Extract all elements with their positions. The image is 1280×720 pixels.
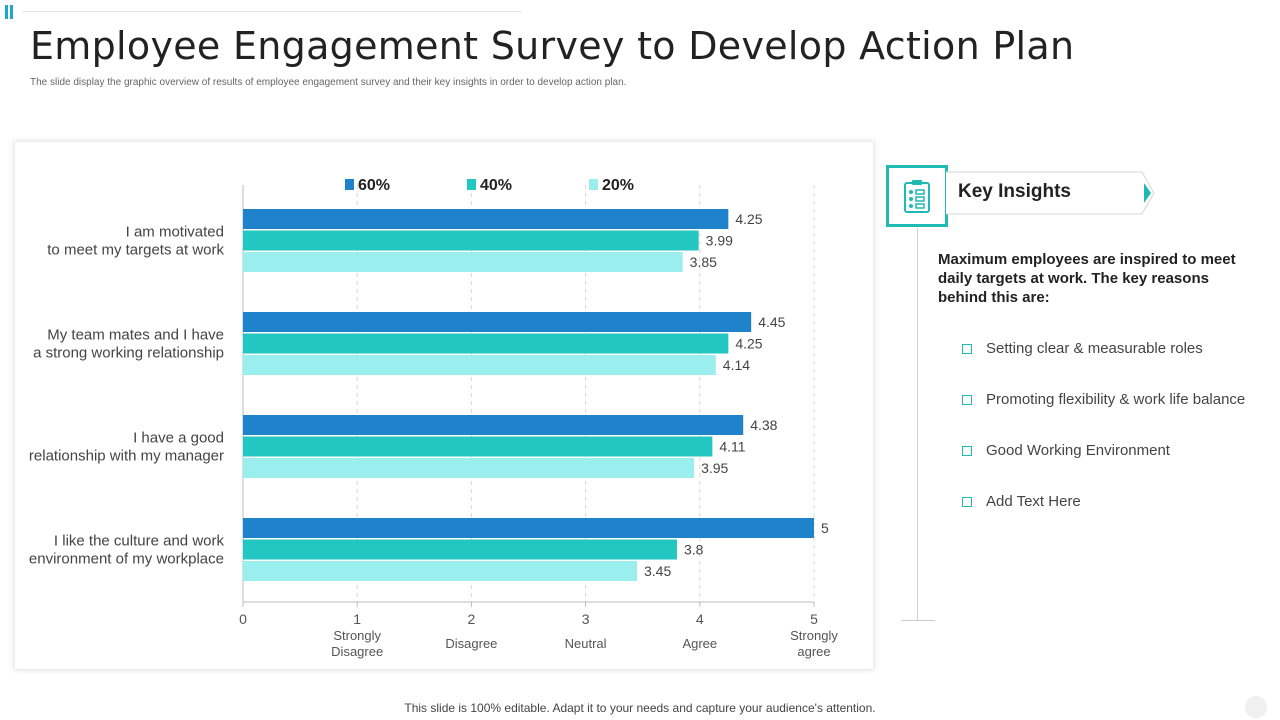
category-label: to meet my targets at work	[47, 242, 224, 259]
bar	[243, 415, 744, 435]
x-tick-caption: Strongly	[333, 628, 381, 643]
bar-value-label: 4.11	[719, 439, 745, 455]
bar-chart: 0 1StronglyDisagree2Disagree3Neutral4Agre…	[29, 177, 838, 659]
bar-value-label: 4.14	[723, 357, 750, 373]
insights-icon-box	[886, 165, 948, 227]
x-tick-caption: Agree	[682, 636, 717, 651]
insights-list: Setting clear & measurable roles Promoti…	[962, 340, 1245, 544]
bar-value-label: 4.38	[750, 417, 777, 433]
insights-intro: Maximum employees are inspired to meet d…	[938, 251, 1236, 306]
category-label: environment of my workplace	[29, 551, 224, 568]
x-tick-label: 3	[582, 611, 590, 627]
x-tick-label: 5	[810, 611, 818, 627]
x-tick-caption: Disagree	[331, 644, 383, 659]
legend-swatch	[345, 179, 354, 190]
insights-banner-arrow	[946, 171, 1155, 215]
list-item-label: Add Text Here	[986, 493, 1081, 510]
list-item-label: Promoting flexibility & work life balanc…	[986, 391, 1246, 408]
chart-card: 0 1 Strongly Disagree 2 Disagree 3 Neutral 4 Agre…	[14, 141, 874, 670]
bar	[243, 561, 637, 581]
corner-dot	[1245, 696, 1267, 718]
bar-value-label: 4.25	[735, 336, 762, 352]
bar-value-label: 3.99	[706, 233, 733, 249]
square-bullet-icon	[962, 446, 972, 456]
category-label: a strong working relationship	[33, 345, 224, 362]
bar	[243, 252, 683, 272]
legend-label: 20%	[602, 177, 634, 194]
bar-value-label: 4.45	[758, 314, 785, 330]
square-bullet-icon	[962, 395, 972, 405]
bar	[243, 355, 716, 375]
x-tick-caption: Neutral	[565, 636, 607, 651]
list-item: Promoting flexibility & work life balanc…	[962, 391, 1245, 442]
bar	[243, 436, 713, 457]
bar	[243, 333, 729, 354]
bar	[243, 539, 677, 560]
list-item: Setting clear & measurable roles	[962, 340, 1245, 391]
bar	[243, 518, 814, 538]
list-item-label: Setting clear & measurable roles	[986, 340, 1203, 357]
bar-value-label: 3.8	[684, 542, 704, 558]
top-divider	[22, 11, 522, 12]
x-tick-caption: Strongly	[790, 628, 838, 643]
x-tick-label: 1	[353, 611, 361, 627]
bar	[243, 209, 729, 229]
category-label: I like the culture and work	[54, 533, 225, 550]
insights-timeline-foot	[901, 620, 935, 621]
x-tick-label: 4	[696, 611, 704, 627]
bar	[243, 230, 699, 251]
page-subtitle: The slide display the graphic overview o…	[30, 77, 627, 88]
page-title: Employee Engagement Survey to Develop Ac…	[30, 24, 1075, 68]
bar-value-label: 3.45	[644, 563, 671, 579]
legend-label: 60%	[358, 177, 390, 194]
x-tick-label: 0	[239, 611, 247, 627]
bar	[243, 458, 695, 478]
list-item: Add Text Here	[962, 493, 1245, 544]
list-item-label: Good Working Environment	[986, 442, 1170, 459]
legend-swatch	[467, 179, 476, 190]
insights-timeline-line	[917, 228, 918, 620]
legend-swatch	[589, 179, 598, 190]
list-item: Good Working Environment	[962, 442, 1245, 493]
x-tick-label: 2	[468, 611, 476, 627]
category-label: I am motivated	[126, 224, 224, 241]
category-label: relationship with my manager	[29, 448, 224, 465]
bar-value-label: 4.25	[735, 211, 762, 227]
square-bullet-icon	[962, 344, 972, 354]
bar-value-label: 5	[821, 520, 829, 536]
legend-label: 40%	[480, 177, 512, 194]
bar	[243, 312, 752, 332]
insights-heading: Key Insights	[958, 181, 1071, 202]
checklist-icon	[904, 180, 930, 213]
x-tick-caption: Disagree	[445, 636, 497, 651]
accent-bars	[5, 5, 15, 24]
bar-value-label: 3.85	[690, 254, 717, 270]
category-label: I have a good	[133, 430, 224, 447]
square-bullet-icon	[962, 497, 972, 507]
bar-value-label: 3.95	[701, 460, 728, 476]
category-label: My team mates and I have	[47, 327, 224, 344]
footer-note: This slide is 100% editable. Adapt it to…	[404, 701, 876, 715]
x-tick-caption: agree	[797, 644, 830, 659]
